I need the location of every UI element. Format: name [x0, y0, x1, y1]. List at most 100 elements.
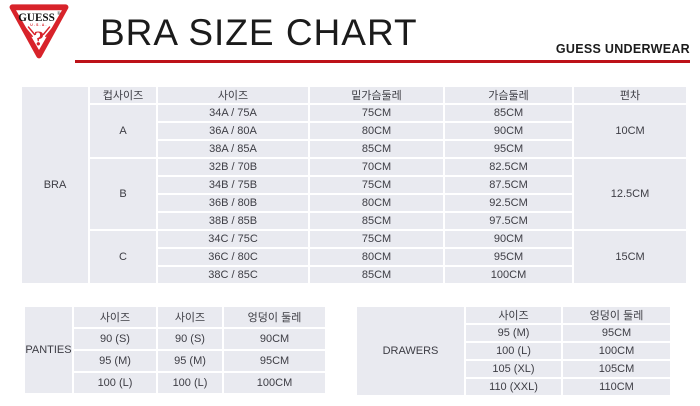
table-row: 100 (L) 100CM: [357, 343, 670, 359]
size-cell: 95 (M): [466, 325, 561, 341]
guess-triangle-logo-icon: GUESS ® U.S.A. ?: [9, 4, 69, 59]
col-header-deviation: 편차: [574, 87, 686, 103]
panties-header-row: PANTIES 사이즈 사이즈 엉덩이 둘레: [25, 307, 325, 393]
table-row: 36B / 80B 80CM 92.5CM: [22, 195, 686, 211]
table-row: 95 (M) 95 (M) 95CM: [25, 351, 325, 371]
table-row: 95 (M) 95CM: [357, 325, 670, 341]
logo-hatch-lines: [25, 26, 53, 38]
drawers-header-row: DRAWERS 사이즈 엉덩이 둘레: [357, 307, 670, 395]
underbust-cell: 85CM: [310, 141, 443, 157]
logo-inner-triangle: [16, 10, 62, 50]
col-header-size: 사이즈: [158, 87, 308, 103]
size-cell: 100 (L): [74, 373, 156, 393]
size-cell: 34C / 75C: [158, 231, 308, 247]
underbust-cell: 70CM: [310, 159, 443, 175]
cup-group-cell: A: [90, 105, 156, 157]
underbust-cell: 80CM: [310, 123, 443, 139]
hip-cell: 110CM: [563, 379, 670, 395]
table-row: 36C / 80C 80CM 95CM: [22, 249, 686, 265]
guess-logo: GUESS ® U.S.A. ?: [8, 3, 70, 61]
bust-cell: 90CM: [445, 231, 572, 247]
size-cell: 100 (L): [158, 373, 222, 393]
logo-brand-text: GUESS: [18, 12, 55, 24]
bust-cell: 90CM: [445, 123, 572, 139]
bust-cell: 95CM: [445, 249, 572, 265]
logo-usa-text: U.S.A.: [30, 23, 47, 27]
table-row: 90 (S) 90 (S) 90CM: [25, 329, 325, 349]
underbust-cell: 85CM: [310, 267, 443, 283]
size-cell: 38B / 85B: [158, 213, 308, 229]
col-header-hip: 엉덩이 둘레: [563, 307, 670, 323]
size-cell: 105 (XL): [466, 361, 561, 377]
size-cell: 38C / 85C: [158, 267, 308, 283]
underbust-cell: 75CM: [310, 105, 443, 121]
table-row: C 34C / 75C 75CM 90CM 15CM: [22, 231, 686, 283]
table-row: 110 (XXL) 110CM: [357, 379, 670, 395]
size-cell: 100 (L): [466, 343, 561, 359]
hip-cell: 100CM: [224, 373, 325, 393]
table-row: 100 (L) 100 (L) 100CM: [25, 373, 325, 393]
size-cell: 34B / 75B: [158, 177, 308, 193]
table-row: 38A / 85A 85CM 95CM: [22, 141, 686, 157]
hip-cell: 105CM: [563, 361, 670, 377]
bust-cell: 85CM: [445, 105, 572, 121]
underbust-cell: 80CM: [310, 249, 443, 265]
underbust-cell: 75CM: [310, 231, 443, 247]
deviation-cell: 12.5CM: [574, 159, 686, 229]
logo-registered-mark: ®: [57, 11, 61, 17]
hip-cell: 95CM: [563, 325, 670, 341]
col-header-cup-size: 컵사이즈: [90, 87, 156, 103]
col-header-size: 사이즈: [466, 307, 561, 323]
size-cell: 36C / 80C: [158, 249, 308, 265]
deviation-cell: 10CM: [574, 105, 686, 157]
table-row: 34B / 75B 75CM 87.5CM: [22, 177, 686, 193]
panties-size-table: PANTIES 사이즈 사이즈 엉덩이 둘레 90 (S) 90 (S) 90C…: [23, 305, 327, 395]
logo-question-mark: ?: [34, 27, 45, 51]
col-header-size: 사이즈: [74, 307, 156, 327]
size-cell: 90 (S): [158, 329, 222, 349]
header-divider-rule: [75, 60, 690, 63]
bust-cell: 100CM: [445, 267, 572, 283]
col-header-bust: 가슴둘레: [445, 87, 572, 103]
bra-size-table: BRA 컵사이즈 사이즈 밑가슴둘레 가슴둘레 편차 A 34A / 75A 7…: [20, 85, 688, 285]
page-title: BRA SIZE CHART: [100, 12, 418, 53]
size-cell: 38A / 85A: [158, 141, 308, 157]
drawers-row-label: DRAWERS: [357, 307, 464, 395]
table-row: A 34A / 75A 75CM 85CM 10CM: [22, 105, 686, 157]
size-cell: 32B / 70B: [158, 159, 308, 175]
size-cell: 95 (M): [158, 351, 222, 371]
deviation-cell: 15CM: [574, 231, 686, 283]
bra-header-row: BRA 컵사이즈 사이즈 밑가슴둘레 가슴둘레 편차: [22, 87, 686, 283]
bust-cell: 82.5CM: [445, 159, 572, 175]
col-header-underbust: 밑가슴둘레: [310, 87, 443, 103]
brand-label: GUESS UNDERWEAR: [555, 42, 690, 56]
hip-cell: 100CM: [563, 343, 670, 359]
table-row: B 32B / 70B 70CM 82.5CM 12.5CM: [22, 159, 686, 229]
col-header-size: 사이즈: [158, 307, 222, 327]
size-cell: 110 (XXL): [466, 379, 561, 395]
bra-row-label: BRA: [22, 87, 88, 283]
underbust-cell: 85CM: [310, 213, 443, 229]
table-row: 105 (XL) 105CM: [357, 361, 670, 377]
table-row: 38C / 85C 85CM 100CM: [22, 267, 686, 283]
bust-cell: 97.5CM: [445, 213, 572, 229]
panties-row-label: PANTIES: [25, 307, 72, 393]
size-cell: 36A / 80A: [158, 123, 308, 139]
size-cell: 90 (S): [74, 329, 156, 349]
cup-group-cell: B: [90, 159, 156, 229]
size-cell: 95 (M): [74, 351, 156, 371]
size-cell: 34A / 75A: [158, 105, 308, 121]
hip-cell: 90CM: [224, 329, 325, 349]
underbust-cell: 75CM: [310, 177, 443, 193]
bust-cell: 95CM: [445, 141, 572, 157]
underbust-cell: 80CM: [310, 195, 443, 211]
col-header-hip: 엉덩이 둘레: [224, 307, 325, 327]
drawers-size-table: DRAWERS 사이즈 엉덩이 둘레 95 (M) 95CM 100 (L) 1…: [355, 305, 672, 397]
bust-cell: 92.5CM: [445, 195, 572, 211]
size-cell: 36B / 80B: [158, 195, 308, 211]
hip-cell: 95CM: [224, 351, 325, 371]
bust-cell: 87.5CM: [445, 177, 572, 193]
table-row: 38B / 85B 85CM 97.5CM: [22, 213, 686, 229]
cup-group-cell: C: [90, 231, 156, 283]
table-row: 36A / 80A 80CM 90CM: [22, 123, 686, 139]
